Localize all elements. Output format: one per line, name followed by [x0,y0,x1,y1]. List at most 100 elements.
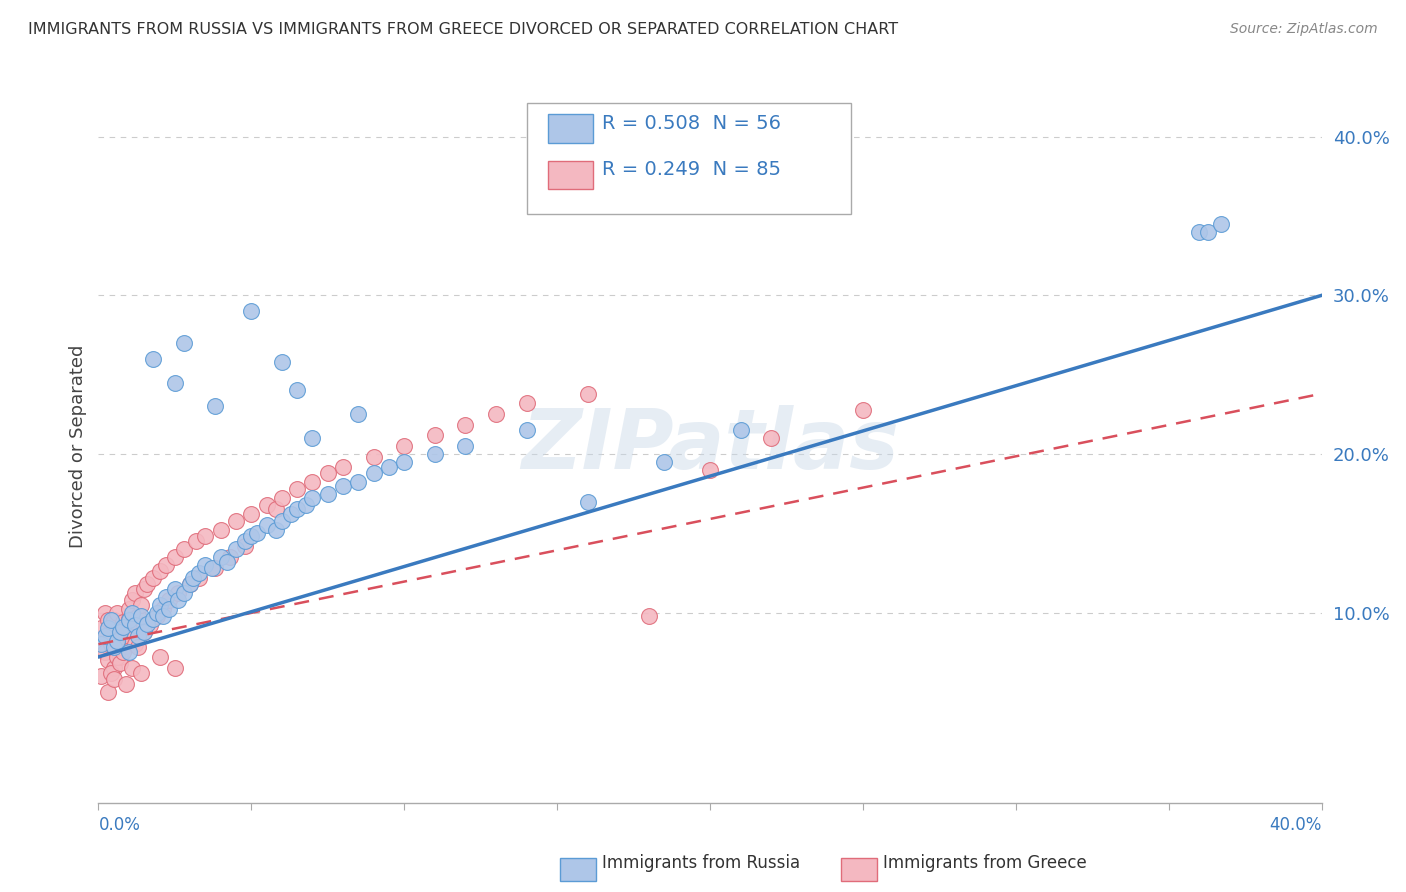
Point [759,431,782,445]
Point [108,624,131,639]
Point [285,384,308,398]
Point [118,624,141,639]
Point [240,529,263,543]
Point [200,561,222,575]
Point [127,608,149,623]
Point [111,645,134,659]
Point [155,558,177,572]
Point [301,491,323,506]
Text: Immigrants from Russia: Immigrants from Russia [602,854,800,871]
Point [378,459,401,474]
Point [103,640,125,655]
Point [225,514,247,528]
Point [215,555,238,569]
Point [121,592,143,607]
Point [136,577,159,591]
Point [173,586,195,600]
Point [240,304,263,318]
Point [100,629,122,643]
Point [1198,225,1220,239]
Point [204,561,226,575]
Point [97,621,120,635]
Point [97,685,120,699]
Point [129,665,152,680]
Point [100,614,122,628]
Y-axis label: Divorced or Separated: Divorced or Separated [69,344,87,548]
Point [118,645,141,659]
Point [97,653,120,667]
Point [332,459,354,474]
Point [256,518,278,533]
Text: 0.0%: 0.0% [98,816,141,834]
Point [225,542,247,557]
Point [124,586,146,600]
Point [157,602,180,616]
Point [142,612,165,626]
Point [1188,225,1211,239]
Point [115,620,138,634]
Point [485,407,508,421]
Point [163,582,186,596]
Point [118,614,141,628]
Point [103,640,125,655]
Point [100,665,122,680]
Point [576,494,599,508]
Point [93,645,115,659]
Point [730,423,752,437]
Point [240,507,263,521]
Point [423,428,446,442]
Point [332,478,354,492]
Point [347,475,370,490]
Point [134,624,156,639]
Point [127,629,149,643]
Point [103,614,125,628]
Point [105,634,128,648]
Point [134,624,156,639]
Point [105,649,128,664]
Point [167,592,190,607]
Point [363,450,385,464]
Point [295,498,318,512]
Point [316,486,339,500]
Point [129,598,152,612]
Point [173,542,195,557]
Point [149,564,172,578]
Point [149,649,172,664]
Point [103,672,125,686]
Point [852,402,875,417]
Point [167,586,190,600]
Point [111,615,134,629]
Point [264,523,287,537]
Point [270,355,292,369]
Point [285,482,308,496]
Point [157,592,180,607]
Point [145,608,167,623]
Point [163,549,186,564]
Point [516,423,538,437]
Point [280,507,302,521]
Text: ZIPatlas: ZIPatlas [522,406,898,486]
Point [285,502,308,516]
Point [105,634,128,648]
Point [163,376,186,390]
Point [142,351,165,366]
Point [124,618,146,632]
Point [152,608,174,623]
Point [233,539,256,553]
Point [142,571,165,585]
Point [97,614,120,628]
Point [219,549,242,564]
Point [118,629,141,643]
Point [246,526,269,541]
Point [392,439,416,453]
Point [576,386,599,401]
Text: 40.0%: 40.0% [1270,816,1322,834]
Point [270,514,292,528]
Point [264,502,287,516]
Point [103,621,125,635]
Point [121,606,143,620]
Point [152,602,174,616]
Text: R = 0.508  N = 56: R = 0.508 N = 56 [602,113,780,133]
Point [134,618,156,632]
Point [103,661,125,675]
